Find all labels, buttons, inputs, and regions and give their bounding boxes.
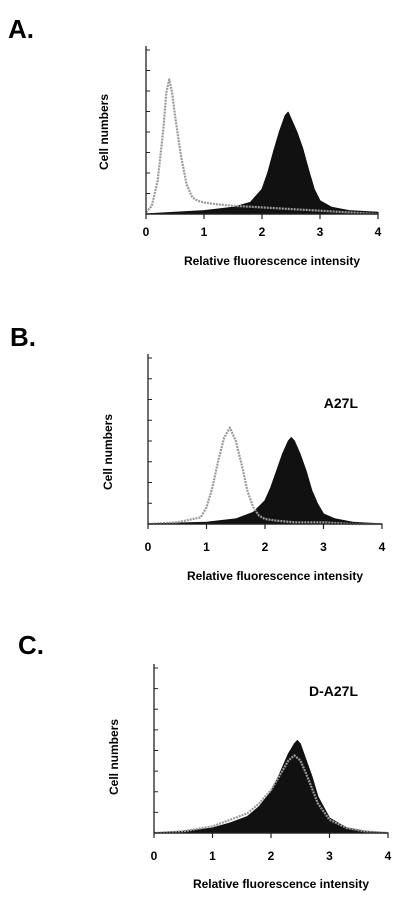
panel-label: A. bbox=[8, 14, 34, 44]
panel-label: C. bbox=[18, 630, 44, 660]
x-tick-label: 1 bbox=[201, 225, 208, 239]
panel-annotation: A27L bbox=[324, 395, 359, 411]
panel-c: C. 0 1 2 3 4 Relative fluorescence intensity C… bbox=[0, 616, 400, 902]
x-tick-label: 4 bbox=[375, 225, 382, 239]
y-axis-title: Cell numbers bbox=[101, 414, 115, 490]
x-axis-title: Relative fluorescence intensity bbox=[193, 877, 369, 891]
panel-annotation: D-A27L bbox=[309, 683, 358, 699]
panel-label: B. bbox=[10, 322, 36, 352]
histogram-filled-series bbox=[147, 437, 383, 525]
histogram-outline-series bbox=[145, 78, 379, 216]
x-tick-label: 0 bbox=[143, 225, 150, 239]
x-tick-label: 0 bbox=[151, 849, 158, 863]
histogram-outline-series bbox=[153, 754, 389, 835]
x-tick-label: 2 bbox=[259, 225, 266, 239]
x-tick-label: 1 bbox=[209, 849, 216, 863]
panel-a: A. 0 1 2 3 4 Relative fluorescence intensity C… bbox=[0, 0, 400, 290]
x-tick-label: 3 bbox=[320, 540, 327, 554]
y-axis-title: Cell numbers bbox=[97, 94, 111, 170]
x-tick-label: 4 bbox=[379, 540, 386, 554]
x-tick-label: 2 bbox=[268, 849, 275, 863]
x-tick-label: 2 bbox=[262, 540, 269, 554]
x-axis-title: Relative fluorescence intensity bbox=[184, 254, 360, 268]
x-tick-label: 3 bbox=[317, 225, 324, 239]
x-tick-label: 0 bbox=[145, 540, 152, 554]
x-tick-label: 1 bbox=[203, 540, 210, 554]
x-tick-label: 4 bbox=[385, 849, 392, 863]
histogram-filled-series bbox=[145, 111, 379, 215]
histogram-c: 0 1 2 3 4 Relative fluorescence intensity Cell… bbox=[107, 664, 392, 891]
histogram-outline-series bbox=[147, 426, 382, 526]
panel-b: B. 0 1 2 3 4 Relative fluorescence intensity C… bbox=[0, 310, 400, 600]
histogram-a: 0 1 2 3 4 Relative fluorescence intensity Cell… bbox=[97, 46, 382, 268]
histogram-filled-series bbox=[153, 740, 389, 834]
x-tick-label: 3 bbox=[326, 849, 333, 863]
y-axis-title: Cell numbers bbox=[107, 719, 121, 795]
x-axis-title: Relative fluorescence intensity bbox=[187, 569, 363, 583]
histogram-b: 0 1 2 3 4 Relative fluorescence intensity Cell… bbox=[101, 354, 386, 583]
